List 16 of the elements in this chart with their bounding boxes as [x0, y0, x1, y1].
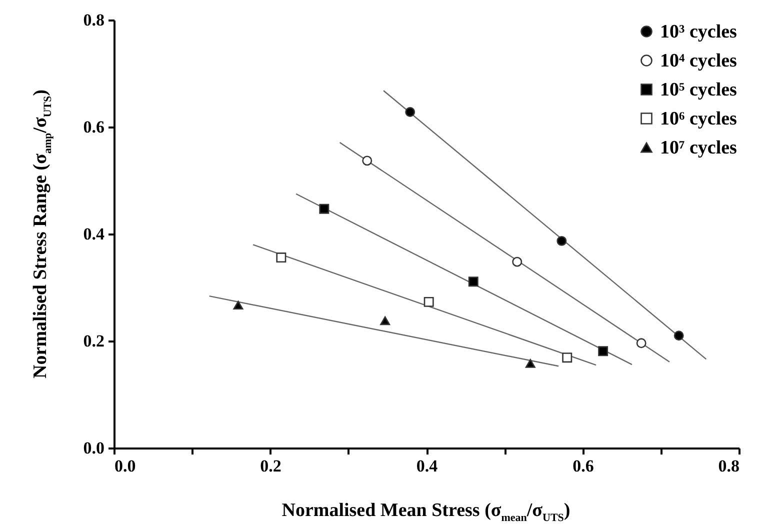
legend-label: 10⁷ cycles: [660, 138, 737, 158]
legend-label: 10⁴ cycles: [660, 50, 737, 72]
legend-label: 10⁶ cycles: [660, 108, 737, 130]
y-tick-label: 0.8: [83, 10, 104, 30]
y-tick-label: 0.0: [83, 438, 104, 458]
x-axis-title: Normalised Mean Stress (σ$_{mean}$/σ$_{UTS}$): [282, 500, 570, 524]
x-tick-label: 0.4: [416, 456, 438, 476]
y-tick-label: 0.6: [83, 118, 104, 136]
x-tick-label: 0.6: [572, 456, 594, 476]
legend-label: 10³ cycles: [660, 22, 737, 42]
x-tick-label: 0.8: [718, 456, 740, 476]
y-tick-label: 0.4: [83, 224, 105, 244]
x-tick-label: 0.2: [260, 456, 282, 476]
x-tick-label: 0.0: [114, 456, 136, 476]
y-tick-label: 0.2: [83, 332, 104, 350]
legend-label: 10⁵ cycles: [660, 80, 737, 100]
